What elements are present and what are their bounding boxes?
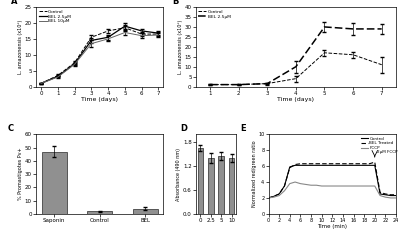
X-axis label: Time (min): Time (min) xyxy=(317,224,347,229)
Bar xyxy=(133,208,158,214)
Y-axis label: Absorbance (490 nm): Absorbance (490 nm) xyxy=(176,148,182,201)
Bar xyxy=(229,158,234,214)
Y-axis label: Normalized red/green ratio: Normalized red/green ratio xyxy=(252,141,257,208)
Text: A: A xyxy=(10,0,17,6)
Text: D: D xyxy=(180,124,188,133)
Bar xyxy=(208,158,214,214)
Text: E: E xyxy=(240,124,246,133)
Bar xyxy=(87,211,112,214)
Text: C: C xyxy=(8,124,14,133)
Text: 2μM FCCP: 2μM FCCP xyxy=(378,150,398,154)
Bar xyxy=(198,148,203,214)
X-axis label: Time (days): Time (days) xyxy=(277,97,314,102)
Bar xyxy=(218,156,224,214)
X-axis label: Time (days): Time (days) xyxy=(81,97,118,102)
Y-axis label: L. amazonensis (x10⁶): L. amazonensis (x10⁶) xyxy=(178,20,183,74)
Text: B: B xyxy=(172,0,178,6)
Legend: Control, BEL Treated, FCCP: Control, BEL Treated, FCCP xyxy=(360,136,394,150)
Y-axis label: % Promastigotes Pv+: % Promastigotes Pv+ xyxy=(18,148,24,200)
Bar xyxy=(42,152,67,214)
Legend: Control, BEL 2.5μM, BEL 10μM: Control, BEL 2.5μM, BEL 10μM xyxy=(38,9,72,24)
Legend: Control, BEL 2.5μM: Control, BEL 2.5μM xyxy=(198,9,231,19)
Y-axis label: L. amazonensis (x10⁶): L. amazonensis (x10⁶) xyxy=(18,20,24,74)
